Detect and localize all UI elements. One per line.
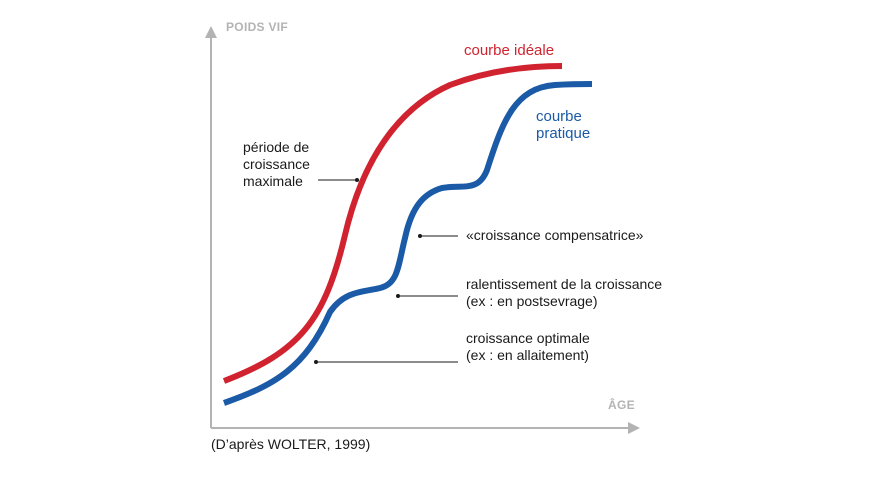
practical-curve-label: courbe pratique [536,108,590,142]
optimal-dot [314,360,318,364]
optimal-line2: (ex : en allaitement) [466,347,589,363]
practical-curve [223,81,593,406]
practical-curve-label-line2: pratique [536,125,591,142]
max-growth-line1: période de [243,139,310,155]
ideal-curve-label: courbe idéale [464,42,555,59]
max-growth-line2: croissance [243,156,310,172]
compensatory-label: «croissance compensatrice» [466,227,644,243]
optimal-label: croissance optimale (ex : en allaitement… [466,330,590,364]
y-axis-arrow-icon [205,26,217,38]
compensatory-dot [418,234,422,238]
slowdown-dot [396,294,400,298]
y-axis-label: POIDS VIF [226,20,289,34]
max-growth-line3: maximale [243,173,303,189]
optimal-line1: croissance optimale [466,330,590,346]
slowdown-label: ralentissement de la croissance (ex : en… [466,276,662,310]
max-growth-dot [355,178,359,182]
x-axis-label: ÂGE [608,398,635,412]
ideal-curve [222,63,563,384]
slowdown-line2: (ex : en postsevrage) [466,293,598,309]
practical-curve-label-line1: courbe [536,108,582,125]
slowdown-line1: ralentissement de la croissance [466,276,663,292]
max-growth-label: période de croissance maximale [243,139,310,190]
source-note: (D’après WOLTER, 1999) [211,436,371,452]
x-axis-arrow-icon [628,422,640,434]
